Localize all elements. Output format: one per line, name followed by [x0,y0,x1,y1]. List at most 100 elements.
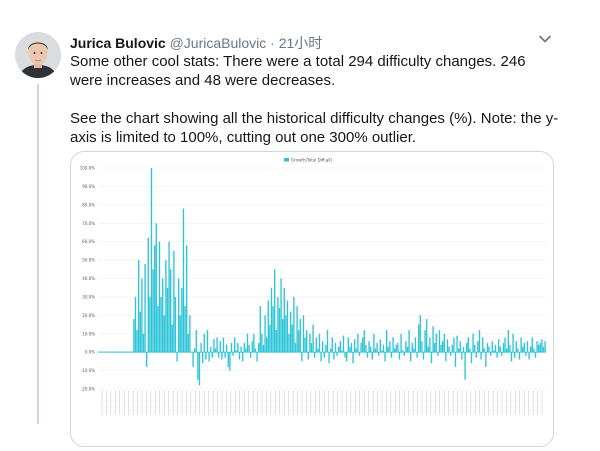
bar [296,306,298,353]
bar [291,324,293,353]
bar [266,337,268,353]
bar [494,344,497,353]
bar [432,326,434,353]
author-name[interactable]: Jurica Bulovic [70,35,166,51]
bar [147,237,149,353]
bar [226,344,228,353]
bar [234,337,236,353]
bar [192,352,194,367]
bar [482,337,484,353]
bar [299,319,301,353]
bar [173,250,175,353]
bar [523,342,525,353]
bar [290,311,292,353]
bar [475,352,477,358]
bar [347,337,349,353]
bar [277,296,279,353]
bar [336,352,338,356]
y-tick-label: 60.0% [82,239,95,244]
y-tick-label: 70.0% [82,221,95,226]
bar [178,278,180,353]
bar [418,324,420,353]
bar [202,352,204,364]
bar [208,352,210,362]
legend-swatch [284,158,289,162]
bar [339,341,341,353]
bar [248,344,250,353]
bar [251,341,253,353]
bar [194,348,196,353]
y-tick-label: 0.0% [85,350,95,355]
bar [166,287,169,353]
timestamp[interactable]: 21小时 [278,35,323,51]
bar [410,352,412,362]
bar [187,333,189,353]
bar [174,296,177,353]
bar [454,352,457,367]
bar [318,333,321,353]
bar [362,337,364,353]
bar [160,296,162,353]
bar [283,287,285,353]
bar [317,348,319,353]
bar [490,352,492,356]
bar [510,352,513,362]
bar [506,348,508,353]
bar [203,333,205,353]
bar [392,337,394,353]
bar [445,352,447,362]
bar [422,352,425,360]
bar [493,350,495,353]
legend-label: Growth(Total Diff,all) [291,158,333,163]
bar [413,348,415,353]
bar [186,245,188,353]
bar [376,342,378,353]
difficulty-chart: 100.0% 90.0% 80.0% 70.0% 60.0% 50.0% 40.0% 30.0… [80,158,546,415]
bar [205,352,207,360]
tweet-paragraph: See the chart showing all the historical… [70,110,559,146]
bar [162,278,164,353]
bar [278,307,281,353]
bar [341,350,343,353]
bar [256,352,258,362]
bar [197,352,199,380]
bar [246,333,249,353]
bar [389,341,391,353]
bar [322,341,324,353]
bar [381,350,383,353]
bar [210,346,212,353]
bar [525,352,527,356]
bar [171,324,173,353]
bar [365,344,367,353]
bar [512,333,514,353]
bar [421,341,423,353]
tweet-text: Some other cool stats: There were a tota… [70,52,560,147]
media-card[interactable]: 100.0% 90.0% 80.0% 70.0% 60.0% 50.0% 40.0% 30.0… [70,151,554,447]
bar [526,341,529,353]
chevron-down-icon[interactable] [536,30,554,48]
avatar[interactable] [15,32,61,78]
bar [469,348,471,353]
bar [229,352,231,371]
author-handle[interactable]: @JuricaBulovic [169,35,267,51]
bar [370,346,372,353]
bar [515,341,517,353]
bar [382,344,385,353]
bar [267,300,269,353]
bar [262,344,265,353]
bar [350,342,353,353]
bar [221,352,223,360]
bar [435,333,437,353]
bar [142,333,145,353]
bar [478,330,481,353]
y-tick-label: 90.0% [82,184,95,189]
bar [498,339,500,353]
bar [149,296,151,353]
bar [331,337,333,353]
bar [230,342,233,353]
bar [195,330,197,353]
bar [258,342,260,353]
bar [352,352,354,364]
bar [522,346,524,353]
bar [272,306,274,353]
